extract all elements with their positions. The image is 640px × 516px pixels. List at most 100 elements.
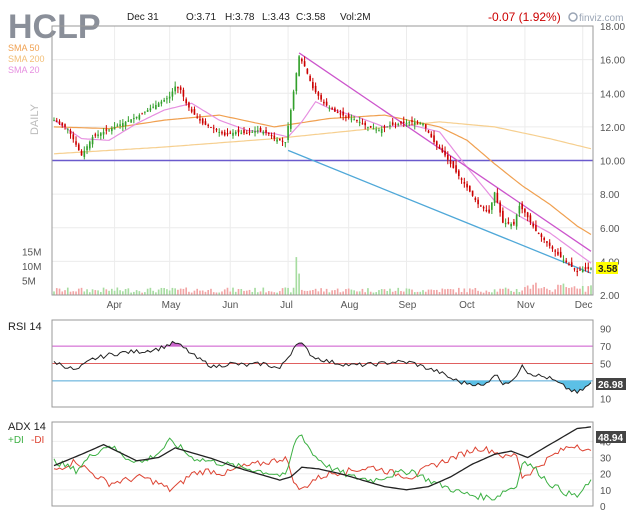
volume-bar	[336, 288, 339, 295]
candle-body	[221, 131, 223, 134]
trend-lines	[287, 52, 592, 274]
volume-bar	[64, 290, 66, 295]
volume-bar	[543, 287, 546, 295]
candle-body	[590, 268, 592, 270]
volume-bar	[287, 287, 289, 295]
candle-body	[163, 99, 165, 102]
volume-bar	[141, 292, 143, 295]
volume-bar	[342, 291, 344, 295]
adx-panel-frame	[51, 421, 594, 507]
volume-bar	[290, 292, 292, 295]
candle-body	[301, 58, 303, 62]
volume-bar	[455, 292, 457, 295]
candle-body	[416, 122, 419, 124]
candle-body	[99, 133, 102, 136]
volume-bar	[190, 292, 193, 295]
volume-bar	[210, 288, 212, 295]
volume-bar	[499, 288, 501, 295]
candle-body	[144, 111, 146, 113]
volume-bar	[72, 291, 75, 295]
adx-tick-label: 30	[600, 454, 612, 465]
volume-bar	[204, 291, 207, 295]
candle-body	[66, 128, 69, 130]
price-tick-label: 10.00	[600, 157, 625, 168]
candle-body	[240, 132, 243, 134]
candle-body	[122, 123, 124, 127]
price-axis: 2.004.006.008.0010.0012.0014.0016.0018.0…	[600, 22, 625, 302]
volume-bar	[182, 288, 185, 295]
volume-bar	[444, 289, 446, 295]
adx-plot	[52, 426, 593, 507]
volume-bar	[518, 291, 521, 295]
volume-bar	[130, 292, 132, 295]
candle-body	[587, 266, 590, 269]
candle-body	[551, 246, 554, 249]
volume-bar	[526, 285, 529, 295]
candle-body	[402, 121, 405, 124]
volume-bar	[157, 289, 160, 295]
candle-body	[543, 238, 546, 240]
volume-axis: 5M 10M 15M	[22, 248, 41, 288]
candle-body	[502, 210, 504, 223]
candle-body	[325, 101, 328, 106]
candle-body	[287, 126, 289, 140]
price-tick-label: 8.00	[600, 190, 620, 201]
adx-legend-plus-di: +DI	[8, 435, 24, 446]
candle-body	[526, 212, 529, 218]
candle-body	[237, 129, 240, 133]
volume-bar	[243, 290, 245, 295]
price-tick-label: 16.00	[600, 56, 625, 67]
volume-bar	[179, 288, 182, 295]
adx-tick-label: 10	[600, 486, 612, 497]
brand-logo[interactable]: finviz.com	[568, 12, 623, 24]
volume-bar	[452, 289, 455, 295]
candle-body	[430, 133, 433, 138]
candle-body	[510, 223, 512, 227]
candle-body	[72, 134, 75, 140]
volume-bar	[295, 257, 298, 295]
candle-body	[119, 124, 121, 126]
volume-bar	[328, 292, 331, 295]
quote-volume: Vol:2M	[340, 12, 371, 23]
candle-body	[75, 141, 77, 145]
month-axis: Apr May Jun Jul Aug Sep Oct Nov Dec	[107, 300, 593, 311]
candle-body	[55, 120, 58, 122]
volume-bar	[570, 287, 573, 295]
candle-body	[212, 127, 215, 129]
candle-body	[88, 141, 91, 149]
quote-open: O:3.71	[186, 12, 216, 23]
volume-bar	[254, 287, 256, 295]
price-tick-label: 6.00	[600, 224, 620, 235]
volume-bar	[193, 290, 196, 295]
rsi-tick-label: 70	[600, 342, 612, 353]
candle-body	[265, 130, 267, 133]
quote-low: L:3.43	[262, 12, 290, 23]
volume-bar	[152, 290, 154, 295]
brand-name: finviz.com	[579, 13, 623, 24]
volume-bar	[546, 288, 548, 295]
volume-bar	[91, 289, 94, 295]
candle-body	[477, 199, 479, 205]
candle-body	[356, 120, 358, 122]
candle-body	[452, 161, 455, 169]
volume-bar	[270, 291, 273, 295]
price-tick-label: 18.00	[600, 22, 625, 33]
volume-bar	[55, 288, 58, 295]
volume-bar	[323, 291, 325, 295]
candle-body	[199, 118, 201, 121]
candle-body	[389, 125, 391, 127]
candle-body	[422, 123, 424, 126]
volume-bar	[422, 290, 424, 295]
candle-body	[408, 122, 411, 124]
candle-body	[234, 131, 237, 135]
price-tick-label: 14.00	[600, 89, 625, 100]
volume-bar	[590, 285, 592, 295]
candle-body	[460, 178, 463, 180]
volume-bar	[174, 288, 176, 295]
adx-tick-label: 20	[600, 470, 612, 481]
volume-bar	[562, 283, 565, 295]
volume-tick-label: 10M	[22, 262, 41, 273]
volume-bar	[471, 289, 474, 295]
volume-bar	[521, 290, 523, 295]
volume-bar	[367, 288, 369, 295]
